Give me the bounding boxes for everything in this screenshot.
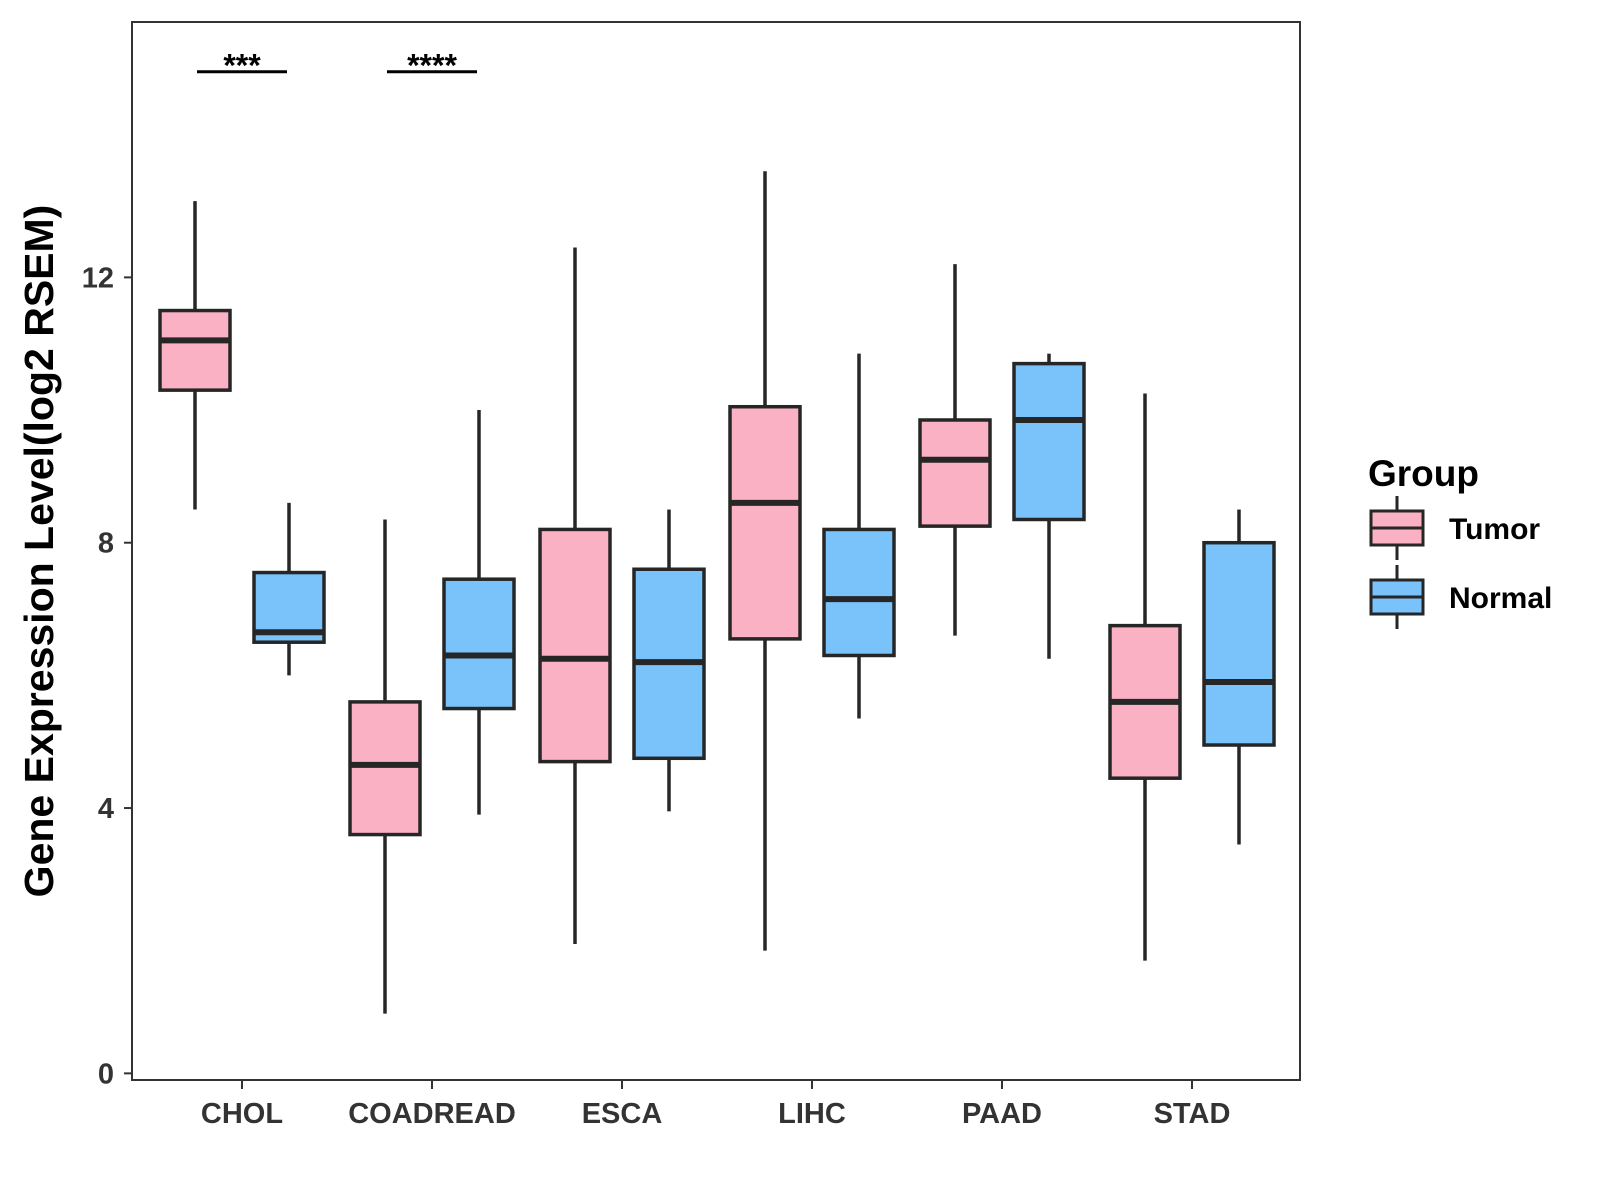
legend-title: Group — [1368, 453, 1479, 494]
box-tumor-stad — [1108, 393, 1182, 961]
legend-key-normal — [1369, 565, 1425, 629]
plot-panel-border — [131, 21, 1301, 1081]
x-tick-label: CHOL — [201, 1098, 283, 1130]
interquartile-box — [822, 527, 896, 658]
interquartile-box — [442, 577, 516, 711]
y-axis-title: Gene Expression Level(log2 RSEM) — [16, 205, 62, 898]
box-tumor-chol — [158, 201, 232, 510]
interquartile-box — [348, 700, 422, 837]
box-tumor-paad — [918, 264, 992, 636]
y-tick-label: 4 — [98, 793, 114, 825]
significance-annotations: *** **** — [197, 48, 477, 84]
interquartile-box — [538, 527, 612, 764]
x-tick-label: COADREAD — [348, 1098, 516, 1130]
x-axis: CHOL COADREAD ESCA LIHC PAAD STAD — [201, 1080, 1230, 1130]
box-normal-paad — [1012, 353, 1086, 659]
box-normal-stad — [1202, 509, 1276, 845]
interquartile-box — [918, 418, 992, 528]
y-tick-label: 8 — [98, 528, 114, 560]
y-tick-label: 0 — [98, 1058, 114, 1090]
significance-label: **** — [407, 48, 457, 84]
y-tick-label: 12 — [82, 262, 114, 294]
legend: Group Tumor Normal — [1368, 453, 1552, 629]
box-normal-lihc — [822, 353, 896, 719]
series-normal — [252, 353, 1276, 845]
legend-label-normal: Normal — [1449, 582, 1552, 615]
x-tick-label: LIHC — [778, 1098, 846, 1130]
box-normal-esca — [632, 509, 706, 812]
series-tumor — [158, 171, 1182, 1014]
interquartile-box — [728, 404, 802, 641]
legend-key-tumor — [1369, 496, 1425, 560]
box-tumor-esca — [538, 247, 612, 945]
x-tick-label: ESCA — [582, 1098, 663, 1130]
box-tumor-lihc — [728, 171, 802, 951]
y-axis: 0 4 8 12 — [82, 262, 132, 1090]
box-normal-coadread — [442, 410, 516, 815]
significance-label: *** — [223, 48, 261, 84]
box-tumor-coadread — [348, 519, 422, 1014]
box-normal-chol — [252, 502, 326, 676]
legend-label-tumor: Tumor — [1449, 513, 1540, 546]
interquartile-box — [158, 308, 232, 392]
x-tick-label: PAAD — [962, 1098, 1042, 1130]
interquartile-box — [1012, 361, 1086, 522]
boxplot-series — [158, 171, 1276, 1014]
interquartile-box — [1202, 540, 1276, 747]
x-tick-label: STAD — [1154, 1098, 1231, 1130]
